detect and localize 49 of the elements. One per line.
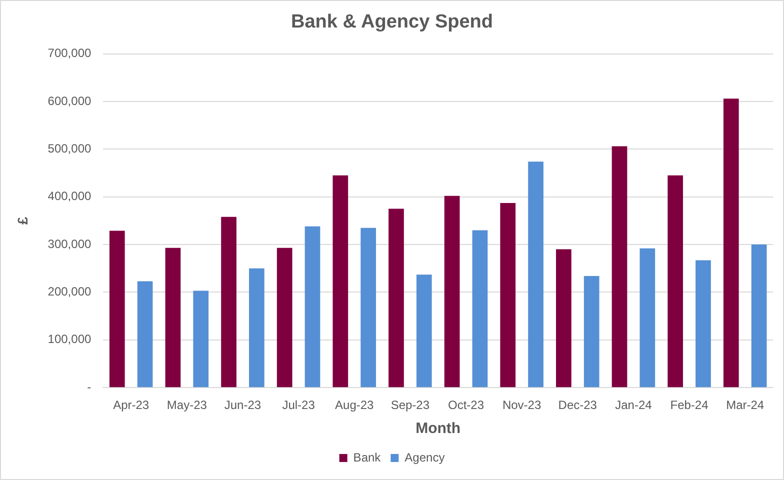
- legend-label: Bank: [353, 450, 382, 464]
- bar: [249, 268, 264, 388]
- bar: [416, 274, 432, 388]
- bar: [276, 248, 292, 388]
- x-tick-label: May-23: [166, 398, 208, 412]
- bar: [640, 248, 656, 388]
- y-tick-label: 200,000: [48, 284, 92, 299]
- bar: [584, 276, 600, 388]
- bar: [723, 98, 739, 388]
- bar: [472, 230, 488, 388]
- bar: [221, 216, 236, 388]
- bar: [612, 146, 628, 388]
- x-tick-label: Jun-23: [224, 398, 262, 412]
- bar: [193, 290, 209, 388]
- x-tick-label: Nov-23: [502, 398, 542, 412]
- bar: [528, 162, 544, 388]
- bar: [165, 248, 181, 388]
- x-tick-label: Oct-23: [448, 398, 484, 412]
- bar: [388, 208, 404, 388]
- y-tick-label: 300,000: [48, 236, 92, 251]
- x-tick-label: Mar-24: [726, 398, 764, 412]
- y-tick-label: 500,000: [48, 141, 92, 156]
- bar: [332, 175, 348, 388]
- x-tick-label: Dec-23: [558, 398, 598, 412]
- x-tick-label: Feb-24: [670, 398, 709, 412]
- bar: [668, 175, 683, 388]
- y-tick-label: 400,000: [48, 189, 92, 204]
- bar: [500, 203, 516, 388]
- bar: [304, 226, 320, 388]
- y-tick-label: 100,000: [48, 332, 92, 346]
- x-tick-label: Apr-23: [113, 398, 150, 412]
- bar: [360, 228, 376, 388]
- bar: [109, 230, 125, 388]
- bar: [444, 196, 460, 388]
- x-tick-label: Jul-23: [282, 398, 316, 412]
- y-tick-label: 600,000: [48, 94, 92, 108]
- legend-label: Agency: [404, 450, 445, 464]
- x-tick-label: Sep-23: [390, 398, 430, 412]
- x-tick-label: Aug-23: [335, 398, 374, 412]
- y-axis-title: £: [14, 216, 30, 225]
- bar: [556, 249, 572, 388]
- x-axis-title: Month: [416, 420, 461, 438]
- y-tick-label: -: [87, 380, 92, 394]
- bar: [751, 244, 767, 388]
- x-tick-label: Jan-24: [615, 398, 652, 412]
- bar: [696, 260, 711, 388]
- y-tick-label: 700,000: [48, 46, 92, 60]
- bar: [137, 281, 153, 388]
- chart-title: Bank & Agency Spend: [290, 12, 494, 33]
